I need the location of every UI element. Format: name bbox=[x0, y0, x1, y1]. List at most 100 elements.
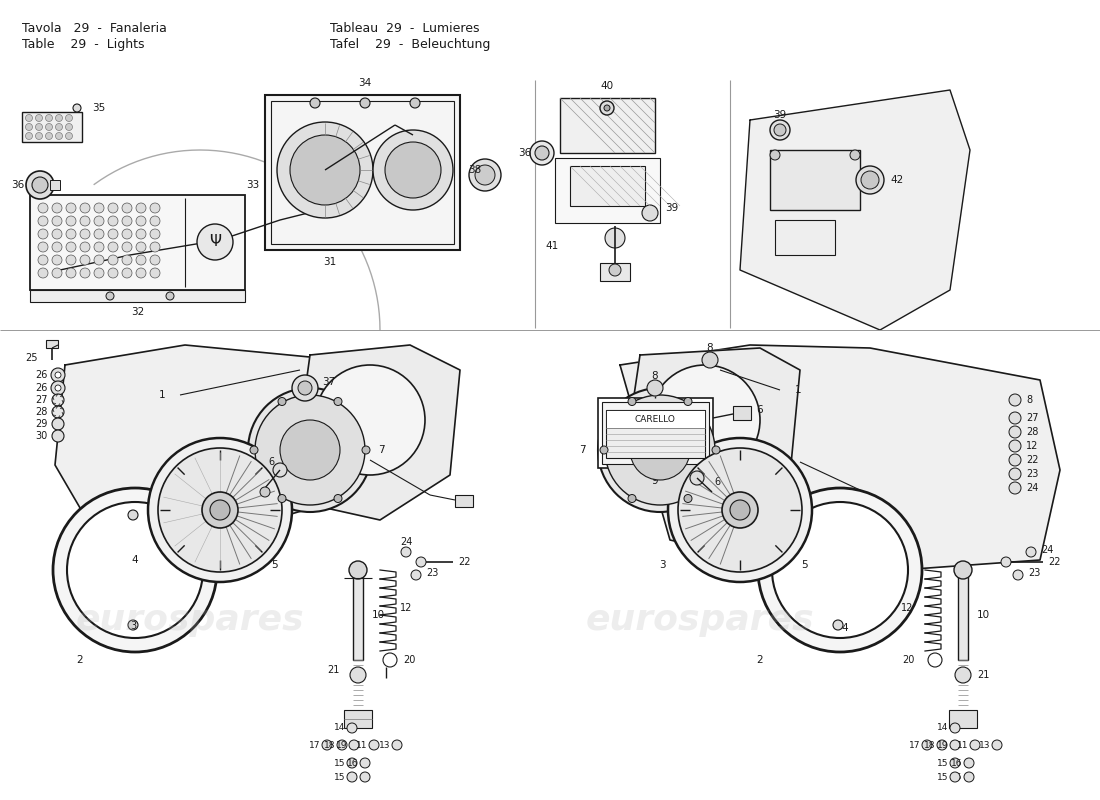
Circle shape bbox=[770, 120, 790, 140]
Circle shape bbox=[122, 203, 132, 213]
Circle shape bbox=[66, 216, 76, 226]
Circle shape bbox=[368, 740, 379, 750]
Text: 4: 4 bbox=[842, 623, 848, 633]
Circle shape bbox=[67, 502, 204, 638]
Circle shape bbox=[52, 394, 64, 406]
Circle shape bbox=[66, 242, 76, 252]
Text: 33: 33 bbox=[246, 180, 260, 190]
Bar bbox=[556, 158, 660, 223]
Circle shape bbox=[530, 141, 554, 165]
Circle shape bbox=[964, 772, 974, 782]
Text: 23: 23 bbox=[1026, 469, 1038, 479]
Circle shape bbox=[277, 122, 373, 218]
Bar bbox=[265, 95, 460, 250]
Text: 13: 13 bbox=[979, 741, 990, 750]
Circle shape bbox=[52, 406, 64, 418]
Circle shape bbox=[197, 224, 233, 260]
Text: 11: 11 bbox=[957, 741, 968, 750]
Text: 1: 1 bbox=[795, 385, 802, 395]
Text: 13: 13 bbox=[378, 741, 390, 750]
Text: 8: 8 bbox=[1026, 395, 1032, 405]
Text: 42: 42 bbox=[890, 175, 903, 185]
Text: 36: 36 bbox=[518, 148, 531, 158]
Circle shape bbox=[322, 740, 332, 750]
Circle shape bbox=[35, 114, 43, 122]
Circle shape bbox=[35, 123, 43, 130]
Circle shape bbox=[150, 216, 160, 226]
Circle shape bbox=[52, 268, 62, 278]
Circle shape bbox=[52, 418, 64, 430]
Circle shape bbox=[260, 487, 270, 497]
Text: 21: 21 bbox=[977, 670, 989, 680]
Text: 11: 11 bbox=[355, 741, 367, 750]
Circle shape bbox=[684, 398, 692, 406]
Circle shape bbox=[730, 500, 750, 520]
Circle shape bbox=[334, 398, 342, 406]
Text: 14: 14 bbox=[333, 723, 345, 733]
Circle shape bbox=[52, 255, 62, 265]
Circle shape bbox=[106, 292, 114, 300]
Text: 27: 27 bbox=[1026, 413, 1038, 423]
Circle shape bbox=[350, 667, 366, 683]
Circle shape bbox=[202, 492, 238, 528]
Bar bbox=[353, 570, 363, 660]
Circle shape bbox=[136, 229, 146, 239]
Circle shape bbox=[108, 255, 118, 265]
Text: 15: 15 bbox=[950, 773, 962, 782]
Circle shape bbox=[1009, 454, 1021, 466]
Circle shape bbox=[392, 740, 402, 750]
Circle shape bbox=[628, 398, 636, 406]
Text: 39: 39 bbox=[666, 203, 679, 213]
Circle shape bbox=[51, 368, 65, 382]
Circle shape bbox=[772, 502, 908, 638]
Circle shape bbox=[950, 723, 960, 733]
Circle shape bbox=[25, 114, 33, 122]
Text: 21: 21 bbox=[328, 665, 340, 675]
Circle shape bbox=[346, 758, 358, 768]
Circle shape bbox=[278, 494, 286, 502]
Circle shape bbox=[136, 203, 146, 213]
Circle shape bbox=[1026, 547, 1036, 557]
Circle shape bbox=[80, 216, 90, 226]
Circle shape bbox=[150, 229, 160, 239]
Circle shape bbox=[250, 446, 258, 454]
Text: 23: 23 bbox=[426, 568, 439, 578]
Text: 35: 35 bbox=[92, 103, 106, 113]
Circle shape bbox=[758, 488, 922, 652]
Text: eurospares: eurospares bbox=[585, 603, 814, 637]
Text: 1: 1 bbox=[158, 390, 165, 400]
Circle shape bbox=[66, 114, 73, 122]
Circle shape bbox=[66, 133, 73, 139]
Circle shape bbox=[136, 255, 146, 265]
Circle shape bbox=[210, 500, 230, 520]
Circle shape bbox=[66, 203, 76, 213]
Text: 39: 39 bbox=[773, 110, 786, 120]
Polygon shape bbox=[620, 345, 1060, 575]
Circle shape bbox=[712, 446, 720, 454]
Text: 2: 2 bbox=[757, 655, 763, 665]
Text: 22: 22 bbox=[458, 557, 471, 567]
Circle shape bbox=[373, 130, 453, 210]
Text: 19: 19 bbox=[336, 741, 346, 750]
Circle shape bbox=[39, 216, 48, 226]
Bar bbox=[958, 570, 968, 660]
Circle shape bbox=[94, 255, 104, 265]
Circle shape bbox=[39, 229, 48, 239]
Circle shape bbox=[628, 494, 636, 502]
Bar bbox=[733, 406, 751, 420]
Circle shape bbox=[66, 268, 76, 278]
Circle shape bbox=[1009, 468, 1021, 480]
Circle shape bbox=[136, 216, 146, 226]
Circle shape bbox=[334, 494, 342, 502]
Circle shape bbox=[25, 123, 33, 130]
Text: Tafel    29  -  Beleuchtung: Tafel 29 - Beleuchtung bbox=[330, 38, 491, 51]
Text: 37: 37 bbox=[322, 377, 335, 387]
Circle shape bbox=[278, 398, 286, 406]
Text: 22: 22 bbox=[1026, 455, 1038, 465]
Circle shape bbox=[650, 365, 760, 475]
Text: 18: 18 bbox=[924, 741, 935, 750]
Bar bbox=[776, 220, 835, 255]
Text: 31: 31 bbox=[323, 257, 337, 267]
Bar bbox=[30, 290, 245, 302]
Circle shape bbox=[55, 123, 63, 130]
